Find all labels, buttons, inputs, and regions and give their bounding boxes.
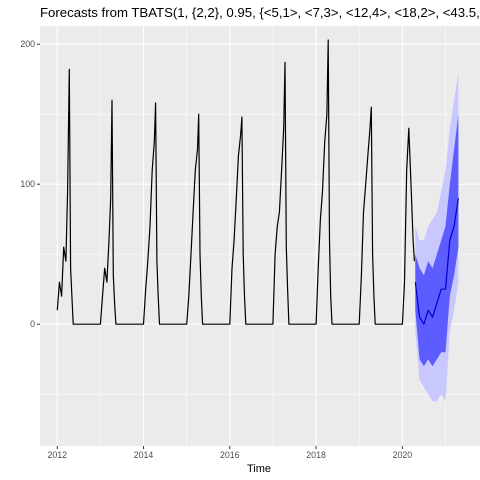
x-tick-label: 2020 bbox=[393, 450, 413, 460]
x-tick-label: 2016 bbox=[220, 450, 240, 460]
chart-title: Forecasts from TBATS(1, {2,2}, 0.95, {<5… bbox=[40, 5, 480, 20]
x-tick-label: 2012 bbox=[47, 450, 67, 460]
x-tick-label: 2018 bbox=[306, 450, 326, 460]
y-axis: 0 100 200 bbox=[20, 39, 40, 329]
y-tick-label: 100 bbox=[20, 179, 35, 189]
x-tick-label: 2014 bbox=[134, 450, 154, 460]
x-axis: 2012 2014 2016 2018 2020 bbox=[47, 446, 412, 460]
y-tick-label: 200 bbox=[20, 39, 35, 49]
x-axis-title: Time bbox=[247, 463, 271, 475]
y-tick-label: 0 bbox=[30, 319, 35, 329]
plot-panel bbox=[40, 26, 480, 446]
